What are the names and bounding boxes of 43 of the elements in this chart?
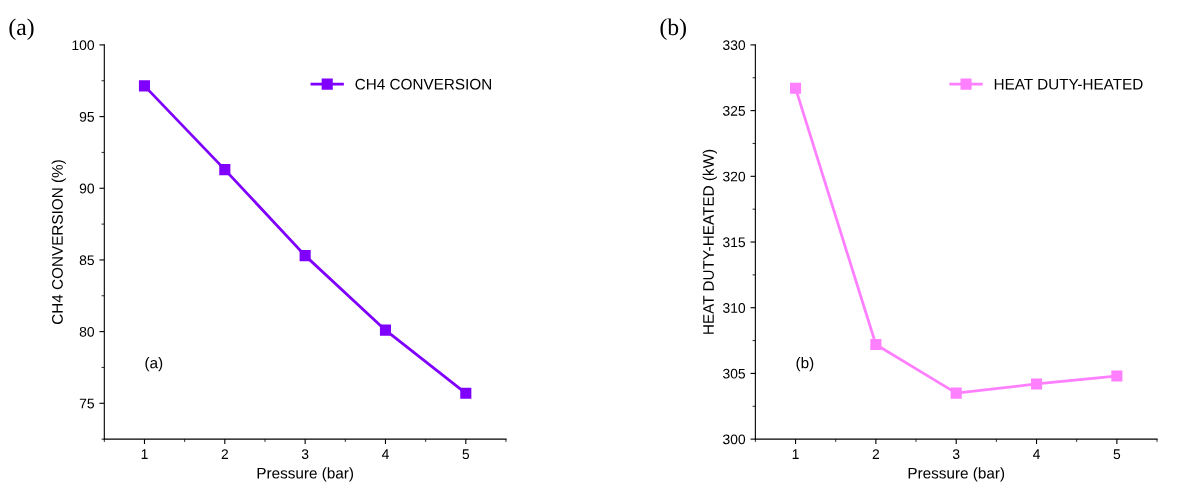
y-tick-label: 95 [79,111,95,122]
point [219,164,231,176]
y-axis-title: HEAT DUTY-HEATED (kW) [702,149,717,334]
x-tick-label: 2 [872,449,880,459]
x-tick-label: 5 [1113,449,1121,460]
y-tick-label: 75 [79,398,95,409]
y-tick-label: 300 [723,434,746,445]
x-tick-label: 5 [462,449,470,460]
y-tick-label: 315 [723,237,746,248]
y-tick-label: 80 [79,326,95,337]
y-tick-label: 325 [723,105,746,116]
y-axis-title: CH4 CONVERSION (%) [51,160,66,324]
point [299,250,311,262]
x-axis-title: Pressure (bar) [908,467,1005,482]
y-tick-label: 85 [79,255,95,266]
chart-title: (b) [660,18,686,40]
point [950,387,962,399]
point [1111,370,1123,382]
annotation: (a) [145,357,163,372]
x-tick-label: 4 [381,449,389,459]
point [379,324,392,336]
y-tick-label: 305 [723,368,746,379]
x-tick-label: 1 [792,449,799,459]
y-tick-label: 90 [79,183,95,194]
legend-label: HEAT DUTY-HEATED [994,78,1143,90]
point [870,338,882,351]
y-tick-label: 310 [723,303,746,313]
chart-title: (a) [9,18,34,40]
x-tick-label: 1 [141,449,148,459]
point [1030,378,1043,390]
y-tick-label: 100 [72,40,95,51]
point [138,80,151,92]
x-tick-label: 4 [1032,449,1040,459]
x-axis-title: Pressure (bar) [257,467,354,482]
point [460,387,472,399]
x-tick-label: 2 [221,449,228,459]
x-tick-label: 3 [301,449,309,460]
legend-label: CH4 CONVERSION [355,78,491,90]
y-tick-label: 330 [723,40,746,51]
point [789,82,802,94]
y-tick-label: 320 [723,171,746,182]
x-tick-label: 3 [952,449,960,460]
annotation: (b) [796,357,814,372]
